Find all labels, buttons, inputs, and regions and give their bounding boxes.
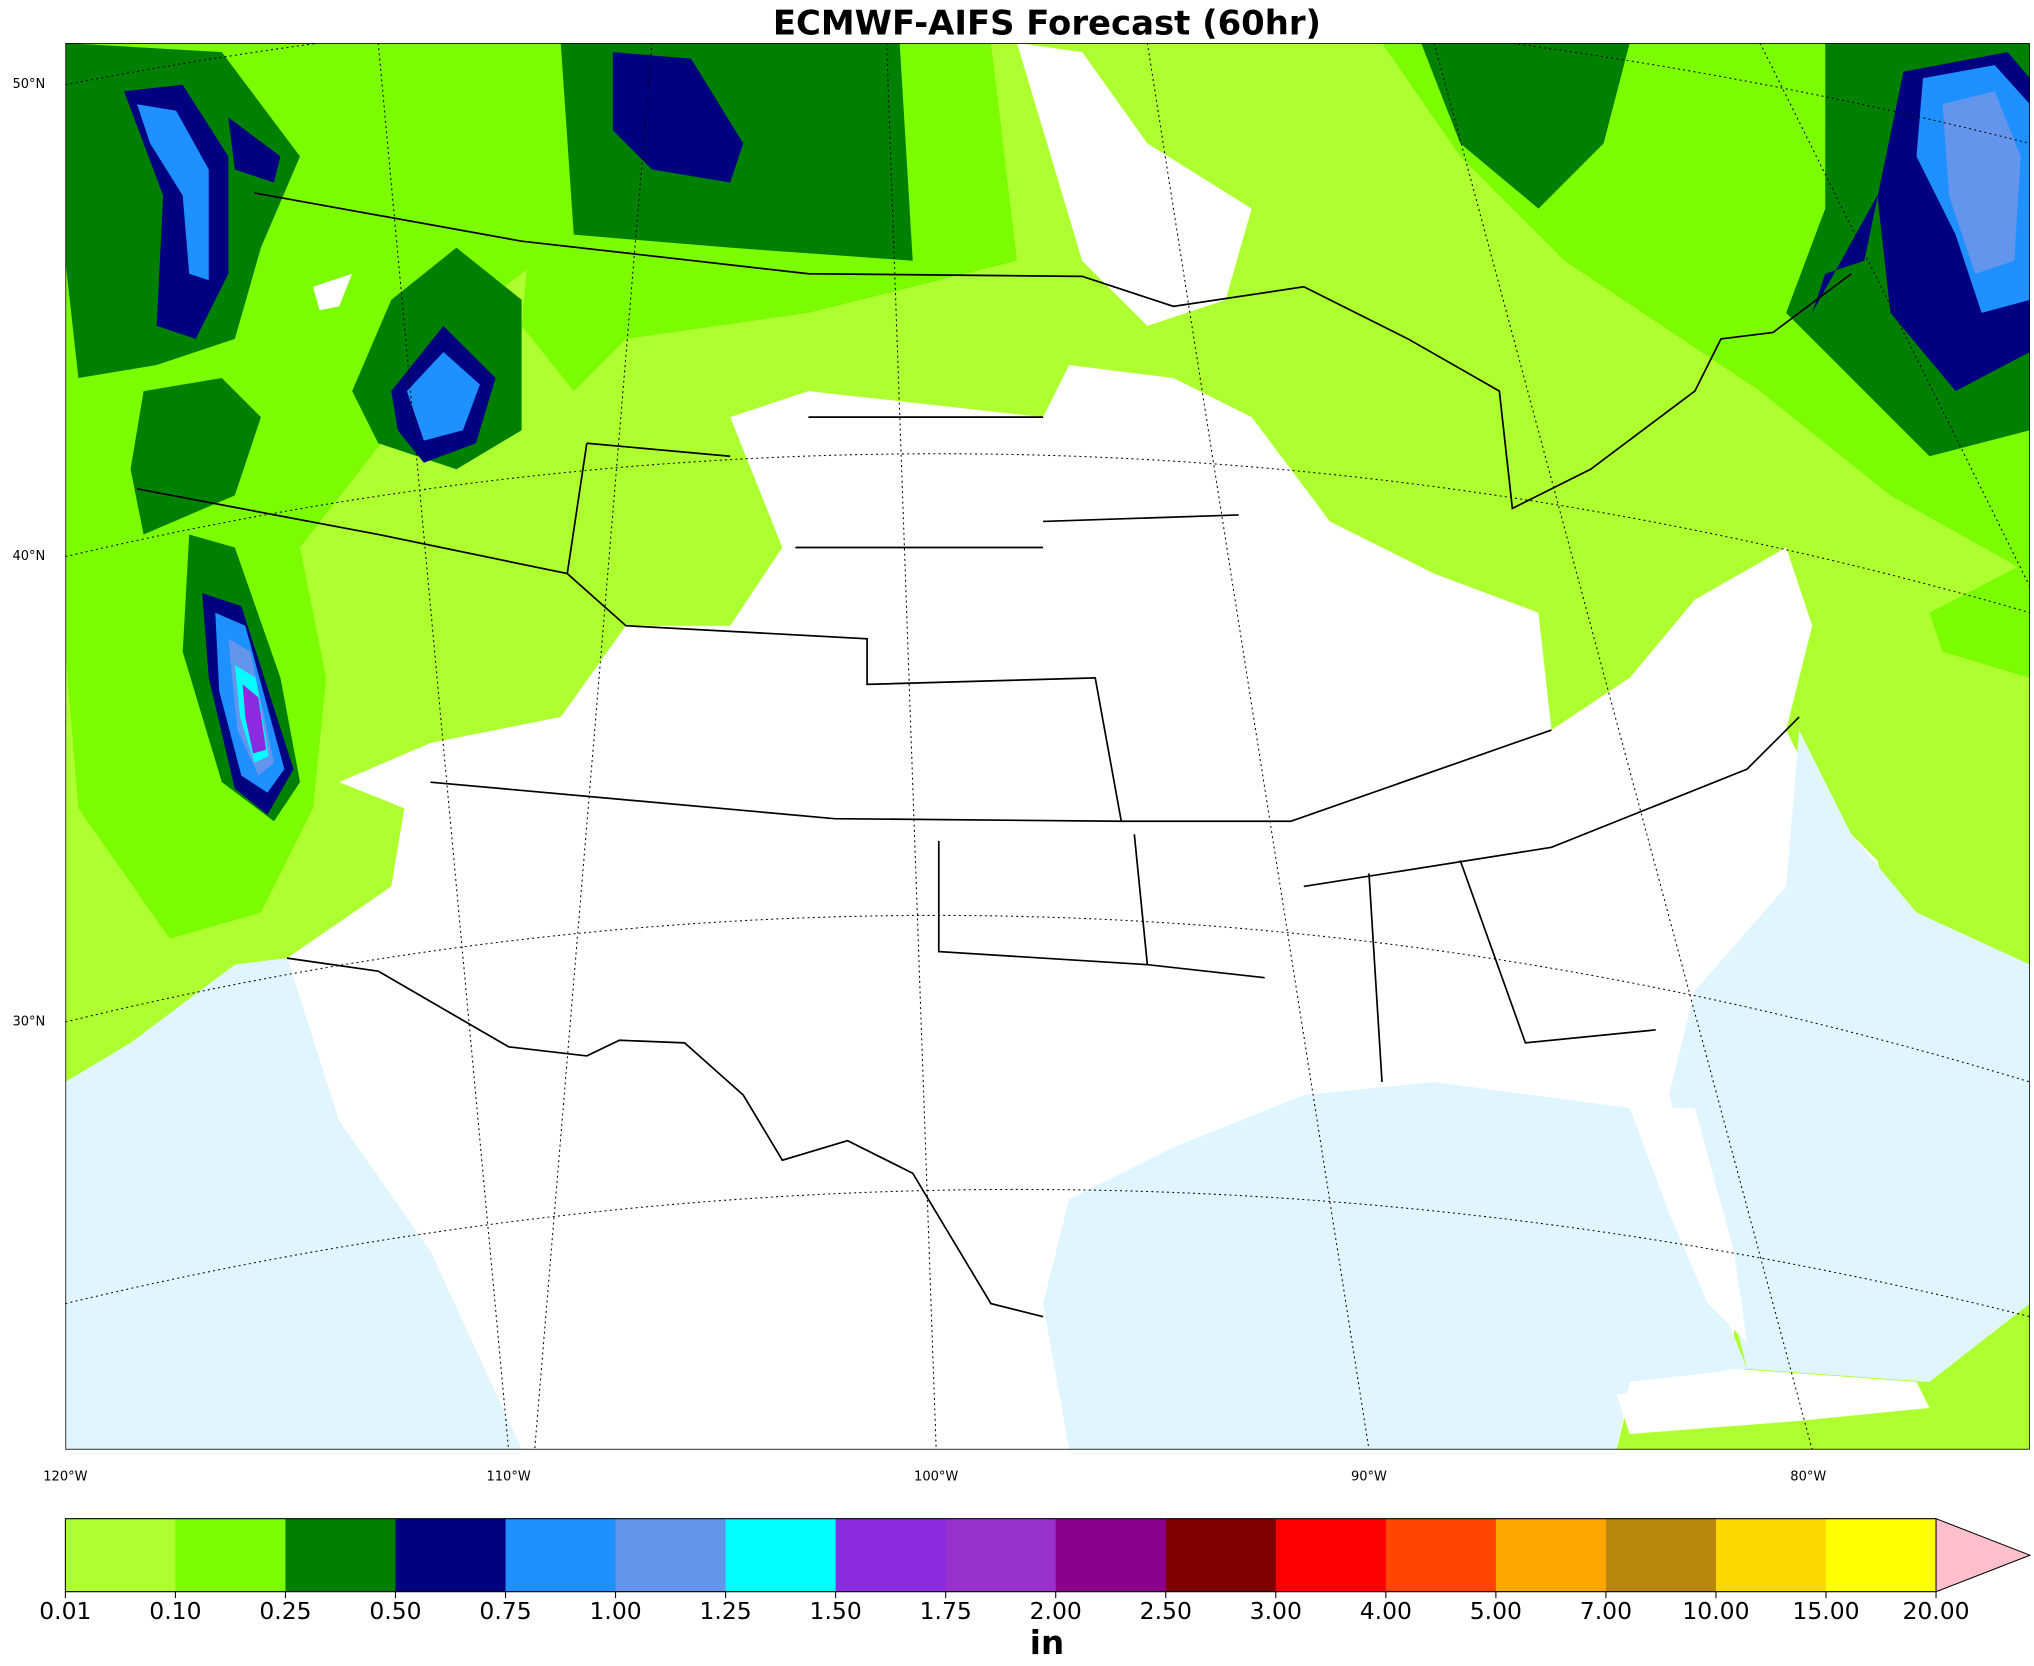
dry-land [1629, 1108, 1748, 1343]
colorbar-swatch [1495, 1518, 1607, 1592]
colorbar-tick-label: 3.00 [1250, 1597, 1302, 1625]
precip-area [242, 684, 267, 754]
lon-labels: 120°W 110°W 100°W 90°W 80°W [43, 1469, 1826, 1484]
lon-label: 90°W [1351, 1469, 1387, 1484]
colorbar-swatch [725, 1518, 837, 1592]
precip-area [612, 52, 744, 183]
colorbar-swatch [65, 1518, 177, 1592]
colorbar-swatch [1055, 1518, 1167, 1592]
ocean [1043, 1081, 1748, 1450]
colorbar-tick-label: 0.10 [149, 1597, 201, 1625]
precip-area [228, 117, 281, 183]
border [286, 957, 1044, 1318]
colorbar-tick-label: 10.00 [1682, 1597, 1749, 1625]
colorbar-swatch [1825, 1518, 1937, 1592]
colorbar-swatch [615, 1518, 727, 1592]
colorbar-outline [64, 1518, 1937, 1593]
colorbar-tick-label: 15.00 [1792, 1597, 1859, 1625]
colorbar-tick-label: 1.25 [699, 1597, 751, 1625]
precip-area [130, 378, 261, 535]
colorbar: 0.01 0.10 0.25 0.50 0.75 1.00 1.25 1.50 1.75 2.00… [39, 1517, 2032, 1625]
precip-area [137, 104, 209, 281]
colorbar-tick-label: 0.75 [479, 1597, 531, 1625]
colorbar-tick-label: 2.50 [1140, 1597, 1192, 1625]
colorbar-swatch [395, 1518, 507, 1592]
border [136, 416, 1800, 1083]
lon-label: 110°W [486, 1469, 530, 1484]
precip-area [1929, 560, 2030, 678]
colorbar-tick-label: 7.00 [1580, 1597, 1632, 1625]
dry-land [1616, 1368, 1930, 1434]
lon-label: 100°W [914, 1469, 958, 1484]
colorbar-tick-label: 0.01 [39, 1597, 91, 1625]
colorbar-tick-label: 1.75 [920, 1597, 972, 1625]
colorbar-swatch [1275, 1518, 1387, 1592]
colorbar-swatch [285, 1518, 397, 1592]
lat-label: 50°N [12, 77, 45, 92]
lat-labels: 50°N 40°N 30°N [12, 77, 45, 1029]
colorbar-swatch [945, 1518, 1057, 1592]
colorbar-swatch [1715, 1518, 1827, 1592]
map [65, 43, 2030, 1450]
colorbar-extend [1935, 1517, 2032, 1593]
ocean [65, 958, 522, 1450]
precip-area [1942, 91, 2021, 274]
colorbar-swatch [1605, 1518, 1717, 1592]
lat-label: 30°N [12, 1015, 45, 1030]
colorbar-tick-label: 1.00 [589, 1597, 641, 1625]
colorbar-swatch [505, 1518, 617, 1592]
colorbar-tick-label: 0.25 [259, 1597, 311, 1625]
graticule [65, 43, 2030, 1450]
dry-land [1017, 43, 1252, 326]
colorbar-tick-label: 2.00 [1030, 1597, 1082, 1625]
dry-land [313, 273, 353, 311]
colorbar-tick-label: 4.00 [1360, 1597, 1412, 1625]
border [254, 192, 1852, 510]
ocean [1668, 730, 2030, 1382]
colorbar-swatch [1385, 1518, 1497, 1592]
precip-area [406, 351, 480, 441]
lat-label: 40°N [12, 549, 45, 564]
colorbar-tick-label: 20.00 [1902, 1597, 1969, 1625]
colorbar-swatch [1165, 1518, 1277, 1592]
colorbar-tick-label: 0.50 [369, 1597, 421, 1625]
colorbar-tick-label: 1.50 [810, 1597, 862, 1625]
colorbar-tick-label: 5.00 [1470, 1597, 1522, 1625]
colorbar-swatch [175, 1518, 287, 1592]
lon-label: 120°W [43, 1469, 87, 1484]
colorbar-swatch [835, 1518, 947, 1592]
colorbar-label: in [1030, 1624, 1064, 1662]
precip-area [1421, 43, 1630, 209]
title: ECMWF-AIFS Forecast (60hr) [773, 3, 1321, 42]
lon-label: 80°W [1790, 1469, 1826, 1484]
